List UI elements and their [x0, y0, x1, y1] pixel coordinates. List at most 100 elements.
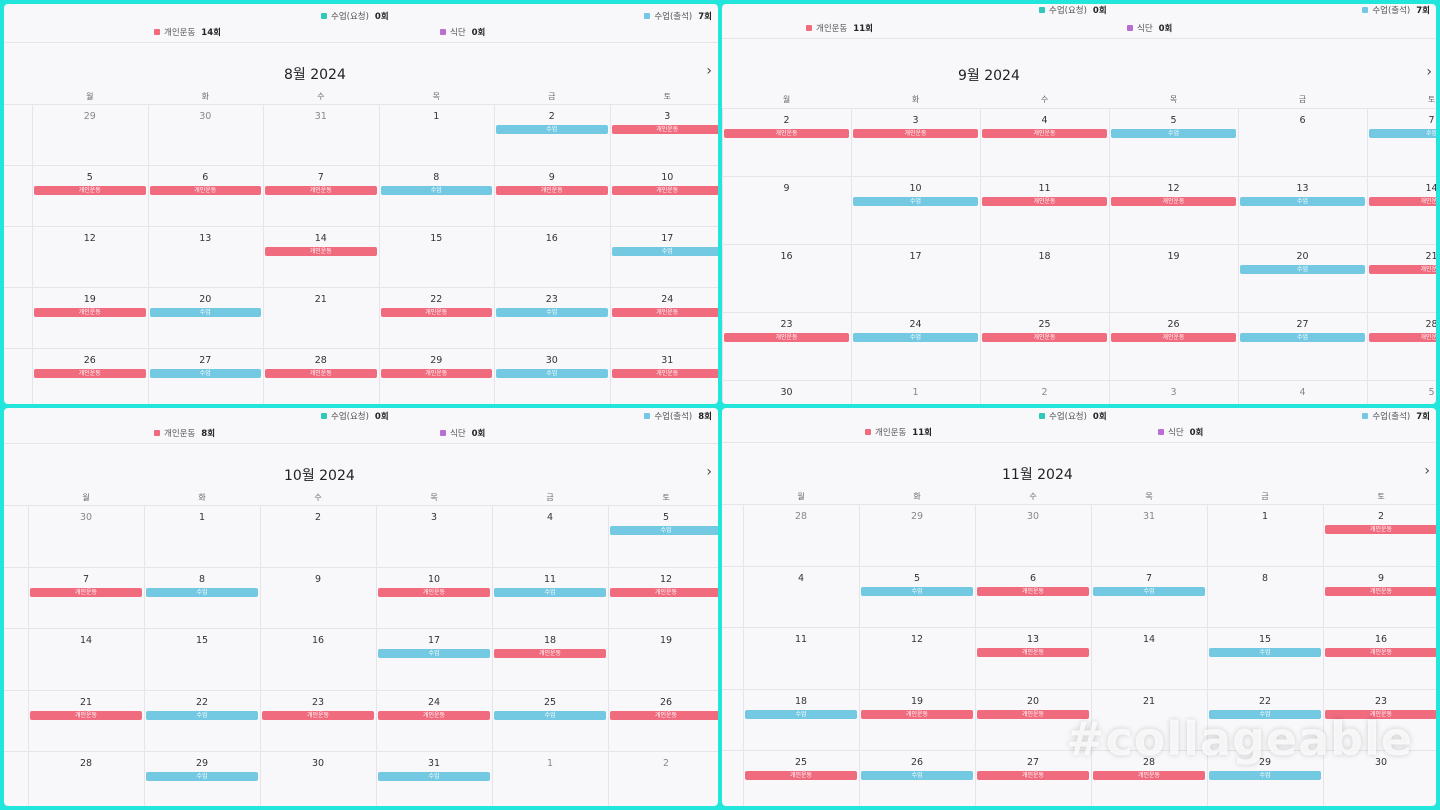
calendar-day-cell[interactable]: 19	[1167, 251, 1180, 262]
calendar-day-cell[interactable]: 16	[780, 251, 793, 262]
personal-workout-event[interactable]: 개인운동	[378, 587, 490, 597]
calendar-day-cell[interactable]: 27	[199, 355, 212, 366]
calendar-day-cell[interactable]: 29	[910, 511, 924, 522]
calendar-day-cell[interactable]: 13	[1296, 183, 1309, 194]
personal-workout-event[interactable]: 개인운동	[30, 710, 142, 720]
personal-workout-event[interactable]: 개인운동	[1325, 586, 1436, 596]
calendar-day-cell[interactable]: 22	[1258, 695, 1272, 707]
calendar-day-cell[interactable]: 30	[199, 111, 212, 122]
personal-workout-event[interactable]: 개인운동	[611, 369, 718, 378]
calendar-day-cell[interactable]: 17	[909, 251, 922, 262]
class-event[interactable]: 수업	[380, 186, 492, 195]
calendar-day-cell[interactable]: 6	[1299, 115, 1306, 126]
personal-workout-event[interactable]: 개인운동	[977, 586, 1089, 596]
calendar-day-cell[interactable]: 5	[913, 572, 921, 584]
class-event[interactable]: 수업	[496, 125, 608, 134]
calendar-day-cell[interactable]: 1	[912, 387, 919, 398]
calendar-day-cell[interactable]: 3	[1170, 387, 1177, 398]
calendar-day-cell[interactable]: 7	[1428, 115, 1435, 126]
next-month-chevron-icon[interactable]: ›	[706, 464, 712, 480]
calendar-day-cell[interactable]: 29	[83, 111, 96, 122]
calendar-day-cell[interactable]: 25	[543, 696, 557, 708]
class-event[interactable]: 수업	[861, 771, 973, 780]
class-event[interactable]: 수업	[1240, 265, 1365, 274]
personal-workout-event[interactable]: 개인운동	[1111, 197, 1236, 206]
calendar-day-cell[interactable]: 31	[1142, 511, 1156, 522]
calendar-day-cell[interactable]: 5	[1428, 387, 1435, 398]
calendar-day-cell[interactable]: 14	[314, 233, 327, 244]
calendar-day-cell[interactable]: 28	[794, 511, 808, 522]
calendar-day-cell[interactable]: 22	[195, 696, 209, 708]
calendar-day-cell[interactable]: 11	[1038, 183, 1051, 194]
calendar-day-cell[interactable]: 23	[311, 696, 325, 708]
class-event[interactable]: 수업	[610, 526, 718, 535]
calendar-day-cell[interactable]: 16	[311, 635, 325, 646]
personal-workout-event[interactable]: 개인운동	[982, 197, 1107, 206]
personal-workout-event[interactable]: 개인운동	[610, 710, 718, 720]
calendar-day-cell[interactable]: 28	[79, 758, 93, 769]
calendar-day-cell[interactable]: 21	[79, 696, 93, 708]
calendar-day-cell[interactable]: 3	[912, 115, 919, 126]
calendar-day-cell[interactable]: 10	[661, 172, 674, 183]
calendar-day-cell[interactable]: 9	[1377, 572, 1385, 584]
next-month-chevron-icon[interactable]: ›	[1424, 463, 1430, 479]
calendar-day-cell[interactable]: 11	[794, 634, 808, 645]
calendar-day-cell[interactable]: 17	[661, 233, 674, 244]
calendar-day-cell[interactable]: 25	[1038, 319, 1051, 330]
calendar-day-cell[interactable]: 12	[1167, 183, 1180, 194]
calendar-day-cell[interactable]: 26	[83, 355, 96, 366]
calendar-day-cell[interactable]: 5	[662, 512, 670, 523]
calendar-day-cell[interactable]: 3	[430, 512, 438, 523]
calendar-day-cell[interactable]: 2	[662, 758, 670, 769]
personal-workout-event[interactable]: 개인운동	[1325, 648, 1436, 657]
personal-workout-event[interactable]: 개인운동	[853, 129, 978, 138]
class-event[interactable]: 수업	[496, 369, 608, 378]
personal-workout-event[interactable]: 개인운동	[34, 308, 146, 317]
personal-workout-event[interactable]: 개인운동	[982, 333, 1107, 342]
next-month-chevron-icon[interactable]: ›	[1426, 64, 1432, 80]
calendar-day-cell[interactable]: 4	[1041, 115, 1048, 126]
personal-workout-event[interactable]: 개인운동	[378, 710, 490, 720]
personal-workout-event[interactable]: 개인운동	[1369, 197, 1436, 206]
calendar-day-cell[interactable]: 11	[543, 573, 557, 585]
calendar-day-cell[interactable]: 12	[910, 634, 924, 645]
calendar-day-cell[interactable]: 1	[433, 111, 440, 122]
class-event[interactable]: 수업	[611, 247, 718, 256]
personal-workout-event[interactable]: 개인운동	[611, 186, 718, 195]
calendar-day-cell[interactable]: 9	[548, 172, 555, 183]
calendar-day-cell[interactable]: 31	[314, 111, 327, 122]
class-event[interactable]: 수업	[1209, 709, 1321, 719]
calendar-day-cell[interactable]: 30	[1374, 757, 1388, 768]
class-event[interactable]: 수업	[1240, 333, 1365, 342]
personal-workout-event[interactable]: 개인운동	[1325, 525, 1436, 534]
calendar-day-cell[interactable]: 12	[83, 233, 96, 244]
calendar-day-cell[interactable]: 21	[1142, 695, 1156, 707]
personal-workout-event[interactable]: 개인운동	[34, 186, 146, 195]
calendar-day-cell[interactable]: 2	[1377, 511, 1385, 522]
calendar-day-cell[interactable]: 31	[427, 758, 441, 769]
calendar-day-cell[interactable]: 17	[427, 635, 441, 646]
calendar-day-cell[interactable]: 4	[546, 512, 554, 523]
calendar-day-cell[interactable]: 27	[1296, 319, 1309, 330]
calendar-day-cell[interactable]: 2	[548, 111, 555, 122]
calendar-day-cell[interactable]: 6	[1029, 572, 1037, 584]
personal-workout-event[interactable]: 개인운동	[861, 709, 973, 719]
calendar-day-cell[interactable]: 19	[83, 294, 96, 305]
calendar-day-cell[interactable]: 24	[427, 696, 441, 708]
personal-workout-event[interactable]: 개인운동	[34, 369, 146, 378]
personal-workout-event[interactable]: 개인운동	[1325, 709, 1436, 719]
calendar-day-cell[interactable]: 24	[661, 294, 674, 305]
calendar-day-cell[interactable]: 2	[1041, 387, 1048, 398]
class-event[interactable]: 수업	[146, 587, 258, 597]
calendar-day-cell[interactable]: 14	[1425, 183, 1436, 194]
calendar-day-cell[interactable]: 23	[1374, 695, 1388, 707]
calendar-day-cell[interactable]: 29	[430, 355, 443, 366]
personal-workout-event[interactable]: 개인운동	[724, 129, 849, 138]
personal-workout-event[interactable]: 개인운동	[380, 369, 492, 378]
personal-workout-event[interactable]: 개인운동	[496, 186, 608, 195]
calendar-day-cell[interactable]: 30	[1026, 511, 1040, 522]
class-event[interactable]: 수업	[378, 772, 490, 781]
calendar-day-cell[interactable]: 13	[199, 233, 212, 244]
calendar-day-cell[interactable]: 26	[1167, 319, 1180, 330]
personal-workout-event[interactable]: 개인운동	[724, 333, 849, 342]
